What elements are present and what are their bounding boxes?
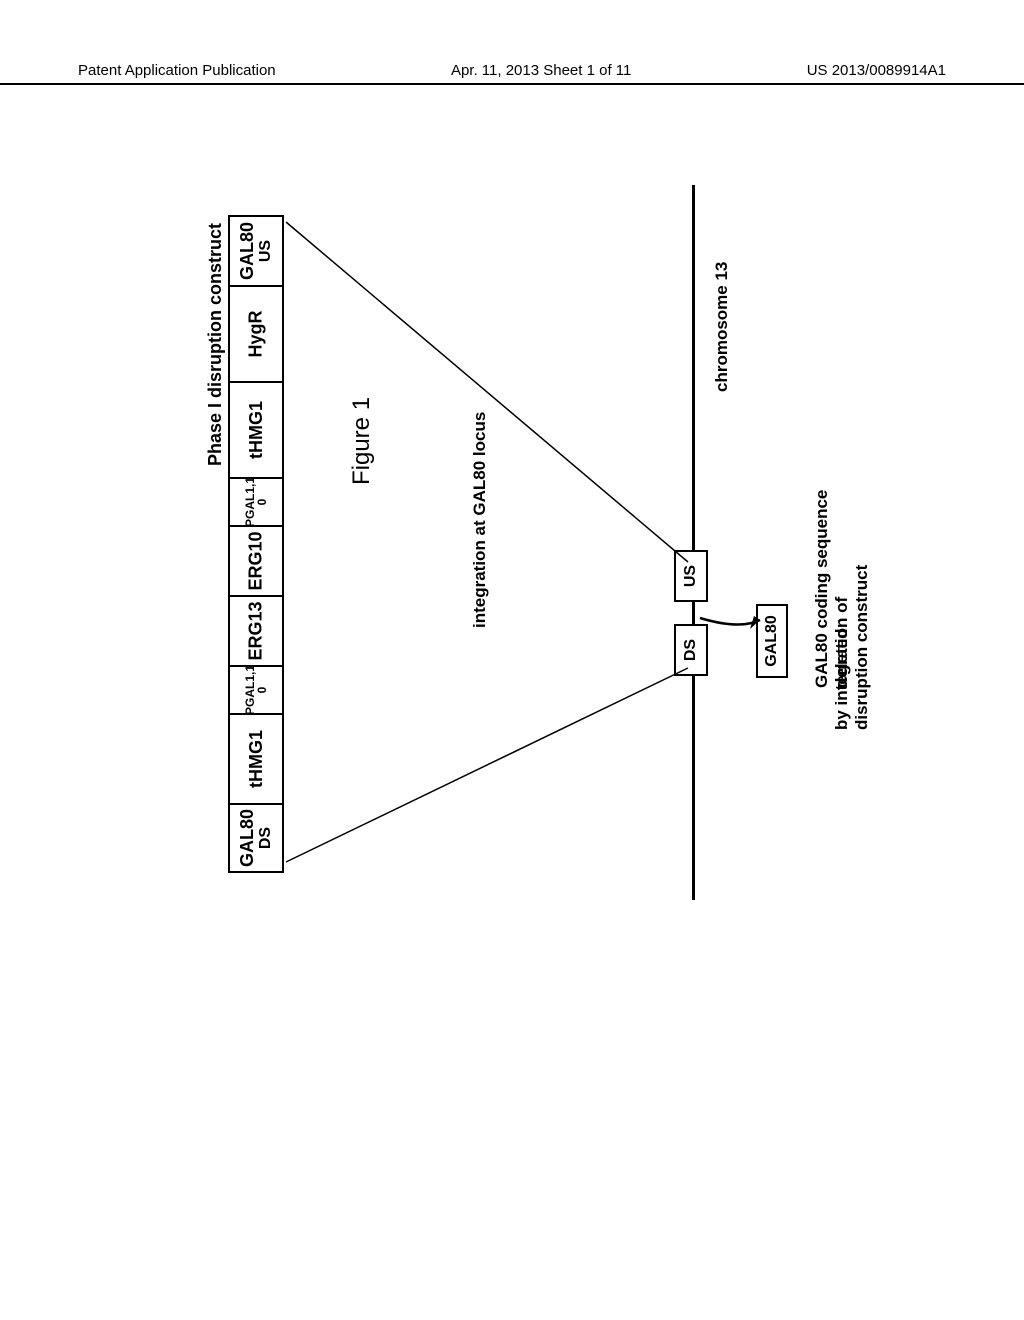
construct-cell-7: tHMG1 [230,713,282,803]
construct-cell-3: PGAL1,10 [230,477,282,525]
chromosome-line [692,185,695,900]
cell-main: HygR [247,310,265,357]
cell-main: tHMG1 [247,730,265,788]
cell-sub: 0 [256,477,268,527]
cell-main: GAL80 [238,809,256,867]
cell-main: ERG13 [247,601,265,660]
cell-sub: US [258,222,274,280]
cell-sub: DS [258,809,274,867]
construct-cell-8: GAL80DS [230,803,282,871]
cell-main: GAL80 [238,222,256,280]
gal80-box: GAL80 [756,604,788,678]
chromosome-label: chromosome 13 [712,262,732,392]
cell-main: ERG10 [247,531,265,590]
header-center: Apr. 11, 2013 Sheet 1 of 11 [451,62,631,79]
integration-label: integration at GAL80 locus [470,412,490,628]
construct-label: Phase I disruption construct [205,223,226,466]
construct-cell-2: tHMG1 [230,381,282,477]
deletion-label-2: by integration of disruption construct [832,538,872,730]
construct-cell-4: ERG10 [230,525,282,595]
construct-cell-5: ERG13 [230,595,282,665]
figure-title: Figure 1 [348,397,376,485]
header-right: US 2013/0089914A1 [807,62,946,79]
construct-cell-1: HygR [230,285,282,381]
us-box: US [674,550,708,602]
construct-table: GAL80USHygRtHMG1PGAL1,10ERG10ERG13PGAL1,… [228,215,284,873]
header-left: Patent Application Publication [78,62,276,79]
construct-cell-0: GAL80US [230,217,282,285]
cell-sub: 0 [256,665,268,715]
ds-box: DS [674,624,708,676]
construct-cell-6: PGAL1,10 [230,665,282,713]
cell-main: tHMG1 [247,401,265,459]
